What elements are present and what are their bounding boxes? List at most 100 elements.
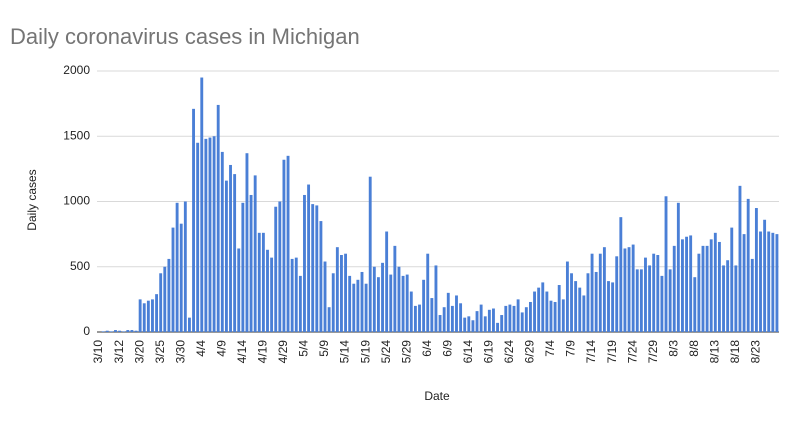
bar (504, 305, 508, 332)
y-axis-title: Daily cases (25, 169, 39, 230)
bar (196, 142, 200, 332)
bar (672, 245, 676, 332)
bar (479, 304, 483, 332)
bar (533, 291, 536, 332)
bar (163, 266, 167, 332)
y-tick-label: 0 (83, 324, 90, 338)
bar (697, 253, 701, 332)
bar (545, 291, 549, 332)
bar (257, 232, 261, 332)
bar (676, 202, 680, 332)
bar (274, 206, 278, 332)
x-tick-label: 8/8 (687, 340, 701, 357)
bar (607, 281, 610, 332)
x-tick-label: 7/19 (605, 340, 619, 364)
bar (541, 282, 545, 332)
bar (746, 198, 750, 332)
bar (611, 282, 615, 332)
x-tick-label: 4/19 (256, 340, 270, 364)
bar (767, 231, 771, 332)
bar (323, 261, 327, 332)
bar (722, 265, 725, 332)
bar (434, 265, 438, 332)
bar (294, 257, 298, 332)
bar (635, 269, 639, 332)
bar (508, 304, 512, 332)
bar (315, 205, 319, 332)
bar (151, 299, 154, 332)
bar (483, 316, 487, 332)
x-tick-label: 6/4 (420, 340, 434, 357)
bar (208, 137, 212, 332)
bar (229, 164, 232, 332)
bar (188, 317, 191, 332)
bar (122, 331, 126, 332)
bar (224, 180, 228, 332)
bar (492, 308, 495, 332)
bar (594, 271, 598, 332)
bar (356, 279, 360, 332)
x-tick-label: 7/24 (625, 340, 639, 364)
bar (574, 281, 578, 332)
bar (261, 232, 265, 332)
bar (730, 227, 734, 332)
bar (179, 223, 183, 332)
bar (648, 265, 652, 332)
bar (578, 287, 582, 332)
bar (413, 305, 417, 332)
bar (717, 241, 721, 332)
chart-title: Daily coronavirus cases in Michigan (10, 24, 360, 49)
bar (631, 244, 635, 332)
bar (249, 194, 253, 332)
bar (114, 330, 117, 332)
bar (455, 295, 458, 332)
bar (463, 317, 467, 332)
bar (282, 159, 286, 332)
bar (397, 266, 401, 332)
bar (471, 320, 475, 332)
bar (344, 253, 347, 332)
y-tick-label: 1500 (63, 128, 90, 142)
bar (426, 253, 430, 332)
bar (619, 217, 623, 332)
bar (693, 277, 697, 332)
bar (701, 245, 705, 332)
bar (109, 331, 113, 332)
bar (286, 155, 290, 332)
bar (549, 300, 553, 332)
bar (500, 315, 504, 332)
x-tick-label: 5/4 (297, 340, 311, 357)
x-tick-label: 3/30 (173, 340, 187, 364)
bar (475, 311, 479, 332)
bar (409, 291, 413, 332)
bar (738, 185, 742, 332)
x-tick-label: 4/4 (194, 340, 208, 357)
bar (759, 231, 762, 332)
x-tick-label: 5/24 (379, 340, 393, 364)
bar (705, 245, 709, 332)
bar (368, 176, 372, 332)
bar (331, 273, 335, 332)
bar (146, 300, 150, 332)
bar (192, 108, 195, 332)
bar (668, 269, 672, 332)
bar (570, 273, 573, 332)
x-tick-label: 3/25 (153, 340, 167, 364)
bar (101, 331, 105, 332)
bar (352, 283, 356, 332)
bar (241, 202, 245, 332)
bar (512, 305, 516, 332)
bar (565, 261, 569, 332)
bar (561, 299, 565, 332)
bar (742, 234, 746, 332)
bar (529, 301, 532, 332)
bar (446, 292, 450, 332)
x-tick-label: 8/13 (707, 340, 721, 364)
bar (311, 204, 315, 332)
x-tick-label: 8/23 (749, 340, 763, 364)
bar (627, 247, 631, 332)
bar (713, 232, 717, 332)
bar (734, 265, 738, 332)
bar (220, 151, 224, 332)
bar (183, 201, 187, 332)
